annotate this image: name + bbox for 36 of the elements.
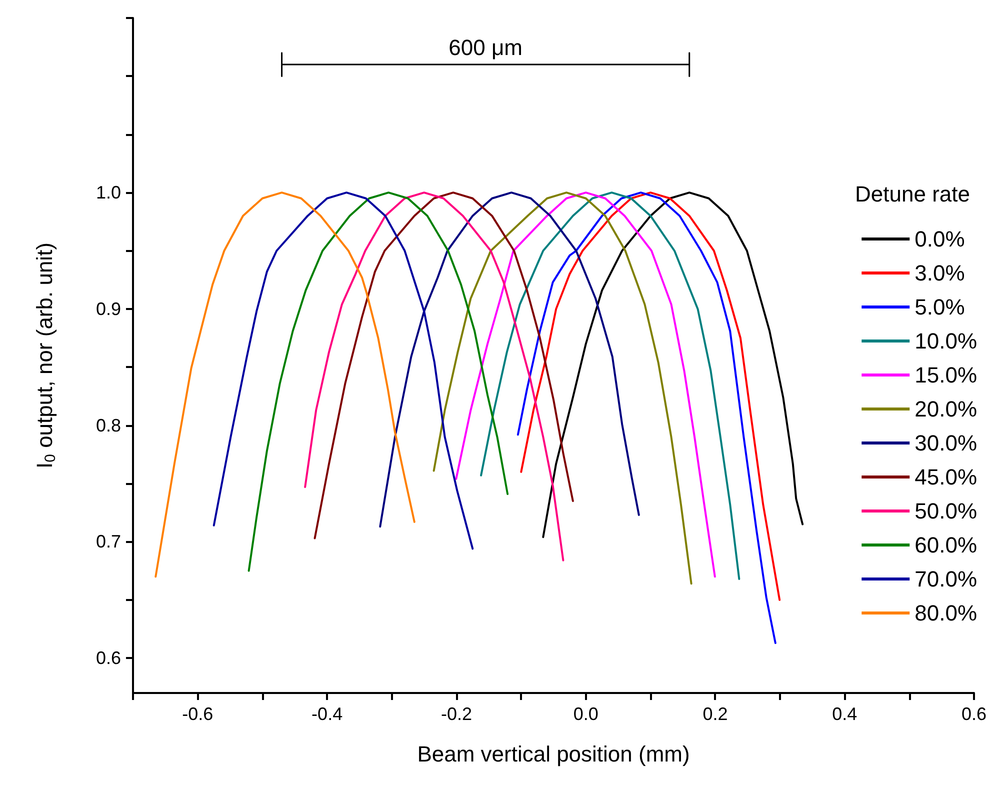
x-tick-label: -0.6 <box>182 704 214 724</box>
x-axis-title: Beam vertical position (mm) <box>417 742 690 766</box>
legend-label: 15.0% <box>914 362 978 388</box>
y-tick-label: 0.9 <box>96 298 121 319</box>
line-series <box>154 192 416 578</box>
x-tick-label: -0.4 <box>312 704 343 724</box>
legend-label: 45.0% <box>914 464 978 490</box>
legend-label: 30.0% <box>914 430 978 456</box>
x-tick-label: 0.4 <box>832 704 858 724</box>
y-tick-label: 1.0 <box>96 182 121 203</box>
x-tick-label: -0.2 <box>440 704 472 724</box>
annotation: 600 μm <box>448 35 522 60</box>
legend-label: 60.0% <box>914 532 978 558</box>
y-tick-label: 0.6 <box>96 648 121 668</box>
legend-label: 50.0% <box>914 498 978 524</box>
legend-label: 10.0% <box>914 328 978 354</box>
legend-label: 80.0% <box>914 600 978 626</box>
y-tick-label: 0.7 <box>96 532 121 552</box>
legend-label: 5.0% <box>914 294 965 320</box>
line-series <box>480 192 740 580</box>
legend-label: 3.0% <box>914 260 965 286</box>
line-series <box>212 192 474 550</box>
legend-label: 70.0% <box>914 566 978 592</box>
legend-label: 0.0% <box>914 226 965 252</box>
line-series <box>542 192 804 538</box>
line-series <box>379 192 640 528</box>
x-tick-label: 0.6 <box>961 704 987 724</box>
legend-label: 20.0% <box>914 396 978 422</box>
y-axis-title: I0 output, nor (arb. unit) <box>32 242 59 469</box>
line-series <box>455 192 716 578</box>
line-series <box>248 192 509 572</box>
x-tick-label: 0.0 <box>573 704 598 724</box>
x-tick-label: 0.2 <box>702 704 728 724</box>
line-series <box>432 192 692 585</box>
legend-title: Detune rate <box>855 182 970 206</box>
y-tick-label: 0.8 <box>96 415 121 436</box>
